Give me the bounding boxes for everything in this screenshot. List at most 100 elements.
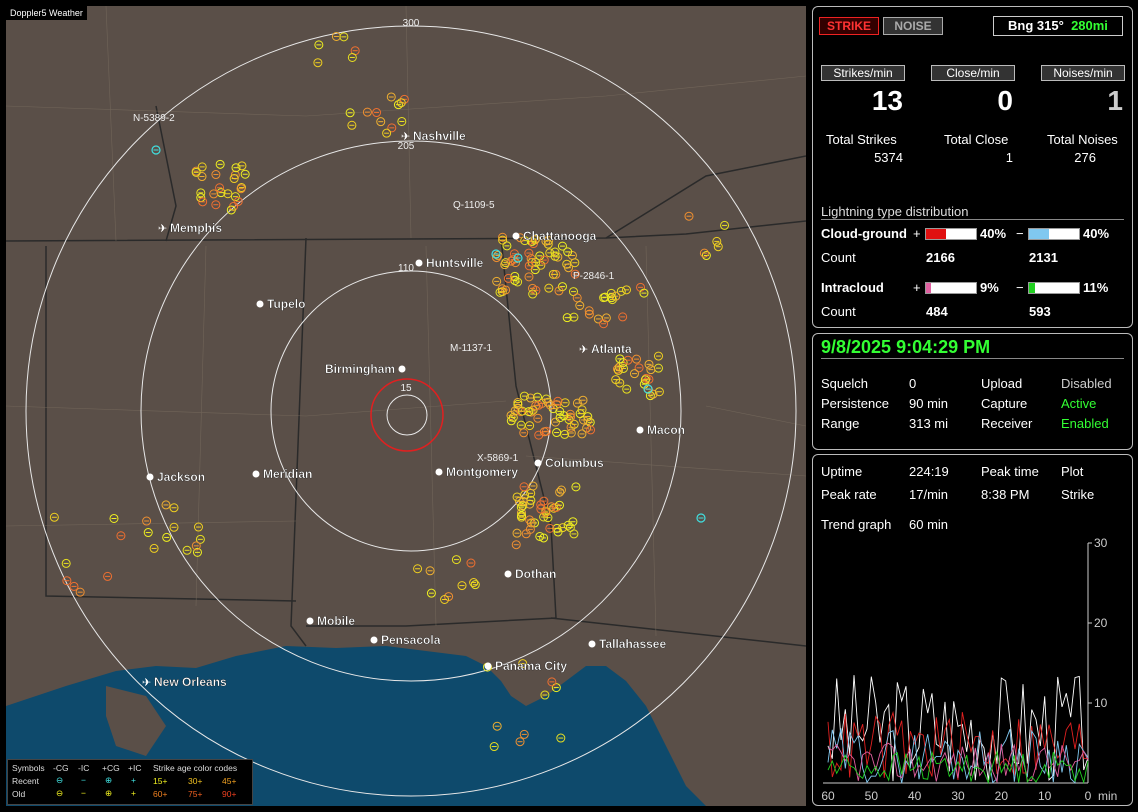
strike-marker — [236, 184, 246, 194]
city-dot-icon — [370, 636, 378, 644]
old-nic-icon: − — [81, 788, 86, 798]
lightning-map[interactable]: ✈ Nashville ✈ Memphis Chattanooga Huntsville T… — [6, 6, 806, 806]
city-marker[interactable]: Tupelo — [256, 297, 306, 311]
city-marker[interactable]: Tallahassee — [588, 637, 667, 651]
total-close: 1 — [1005, 150, 1013, 165]
city-label: Huntsville — [426, 256, 484, 270]
recent-strike-marker — [491, 249, 501, 259]
setting-label: Persistence — [821, 396, 889, 411]
city-marker[interactable]: Birmingham — [325, 362, 406, 376]
strike-marker — [396, 98, 406, 108]
strike-marker — [513, 403, 523, 413]
age-recent-2: 30+ — [188, 776, 203, 786]
strike-marker — [229, 174, 239, 184]
city-marker[interactable]: Montgomery — [435, 465, 519, 479]
storm-id-label[interactable]: P-2846-1 — [573, 271, 615, 282]
storm-id-label[interactable]: M-1137-1 — [450, 343, 492, 354]
noises-per-min-header: Noises/min — [1041, 65, 1125, 81]
city-dot-icon — [252, 470, 260, 478]
strike-marker — [551, 683, 561, 693]
strike-marker — [451, 555, 461, 565]
city-label: Panama City — [495, 659, 567, 673]
city-dot-icon — [398, 365, 406, 373]
city-marker[interactable]: Panama City — [484, 659, 568, 673]
strike-marker — [684, 211, 694, 221]
strike-marker — [512, 492, 522, 502]
strike-marker — [501, 285, 511, 295]
strike-marker — [544, 283, 554, 293]
bearing-range: 280mi — [1071, 18, 1108, 33]
city-marker[interactable]: ✈ Nashville — [401, 129, 466, 143]
age-old-2: 75+ — [188, 789, 203, 799]
ic-negative-fill — [1029, 283, 1035, 293]
city-marker[interactable]: Columbus — [534, 456, 604, 470]
strike-marker — [599, 319, 609, 329]
trend-graph-value: 60 min — [909, 517, 949, 532]
storm-id-label[interactable]: N-5389-2 — [133, 113, 175, 124]
city-marker[interactable]: Chattanooga — [512, 229, 597, 243]
setting-value: 0 — [909, 376, 917, 391]
ic-positive-count: 484 — [926, 304, 948, 319]
map-canvas[interactable]: ✈ Nashville ✈ Memphis Chattanooga Huntsville T… — [6, 6, 806, 806]
cg-positive-fill — [926, 229, 946, 239]
legend-old-label: Old — [12, 789, 26, 799]
age-old-1: 60+ — [153, 789, 168, 799]
strike-marker — [593, 314, 603, 324]
trend-trace — [827, 728, 1089, 784]
city-marker[interactable]: Mobile — [306, 614, 356, 628]
city-marker[interactable]: Meridian — [252, 467, 313, 481]
strike-marker — [648, 389, 658, 399]
strike-marker — [161, 500, 171, 510]
strike-button[interactable]: STRIKE — [819, 17, 879, 35]
strike-marker — [506, 410, 516, 420]
ic-positive-fill — [926, 283, 931, 293]
strike-marker — [539, 255, 549, 265]
strike-marker — [470, 580, 480, 590]
strike-marker — [547, 677, 557, 687]
city-marker[interactable]: Jackson — [146, 470, 206, 484]
trend-x-tick-label: 0 — [1085, 789, 1092, 803]
city-marker[interactable]: Pensacola — [370, 633, 441, 647]
city-marker[interactable]: ✈ Atlanta — [579, 342, 632, 356]
city-marker[interactable]: Huntsville — [415, 256, 484, 270]
strike-marker — [621, 285, 631, 295]
setting-value: Active — [1061, 396, 1097, 411]
strike-marker — [62, 576, 72, 586]
strike-marker — [563, 263, 573, 273]
strike-marker — [615, 354, 625, 364]
strike-marker — [314, 40, 324, 50]
range-ring — [140, 140, 682, 682]
strike-marker — [382, 128, 392, 138]
plot-value[interactable]: Strike — [1061, 487, 1095, 502]
strike-marker — [197, 162, 207, 172]
city-marker[interactable]: ✈ Memphis — [158, 221, 222, 235]
storm-id-label[interactable]: Q-1109-5 — [453, 200, 495, 211]
strike-marker — [528, 481, 538, 491]
strike-marker — [230, 192, 240, 202]
city-dot-icon — [306, 617, 314, 625]
peak-time-label: Peak time — [981, 464, 1039, 479]
trend-x-tick-label: 50 — [865, 789, 879, 803]
city-dot-icon — [415, 259, 423, 267]
city-label: Birmingham — [325, 362, 395, 376]
city-marker[interactable]: Macon — [636, 423, 686, 437]
strike-marker — [362, 107, 372, 117]
strike-marker — [457, 581, 467, 591]
total-strikes-label: Total Strikes — [826, 132, 897, 147]
strike-marker — [49, 512, 59, 522]
strike-marker — [629, 369, 639, 379]
city-label: New Orleans — [154, 675, 227, 689]
strike-marker — [386, 92, 396, 102]
strike-marker — [653, 351, 663, 361]
legend-col-ncg: -CG — [53, 763, 69, 773]
strike-marker — [539, 496, 549, 506]
storm-id-label[interactable]: X-5869-1 — [477, 453, 519, 464]
strike-marker — [69, 581, 79, 591]
recent-pcg-icon: ⊕ — [105, 775, 113, 785]
strikes-per-min-header: Strikes/min — [821, 65, 905, 81]
noises-per-min: 1 — [1107, 85, 1123, 116]
city-marker[interactable]: ✈ New Orleans — [142, 675, 227, 689]
noise-button[interactable]: NOISE — [883, 17, 943, 35]
strike-marker — [611, 291, 621, 301]
city-marker[interactable]: Dothan — [504, 567, 557, 581]
